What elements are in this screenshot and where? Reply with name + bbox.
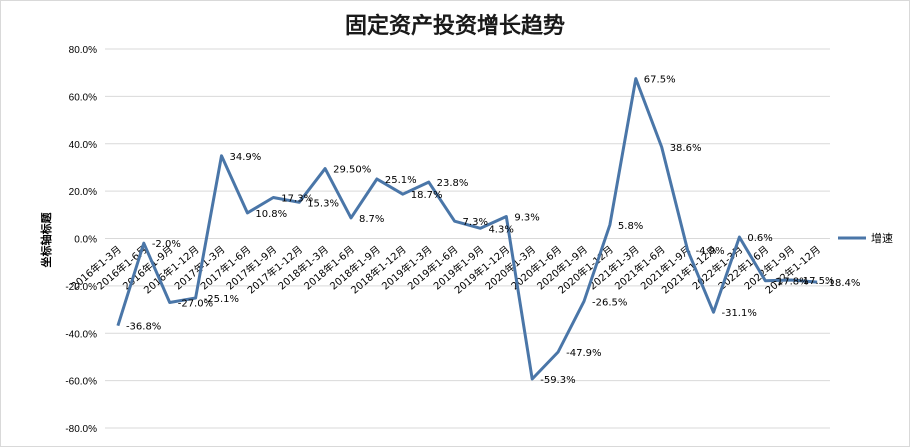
y-tick-label: 0.0% [74, 235, 97, 246]
y-tick-label: -40.0% [65, 329, 97, 340]
data-label: -31.1% [721, 308, 756, 319]
legend: 增速 [838, 231, 893, 245]
y-tick-label: 20.0% [69, 187, 97, 198]
data-label: -25.1% [204, 294, 239, 305]
y-tick-label: -20.0% [65, 282, 97, 293]
data-labels: -36.8% -2.0% -27.0%-25.1% 34.9% 10.8% 17.3%15… [126, 75, 860, 386]
y-tick-label: -60.0% [65, 377, 97, 388]
data-label: -4.9% [696, 246, 725, 257]
series-line-增速 [116, 77, 818, 381]
data-label: 4.3% [488, 224, 513, 235]
data-label: -27.0% [178, 298, 213, 309]
data-label: 17.3% [281, 194, 313, 205]
gridlines [105, 48, 830, 429]
data-label: 15.3% [307, 198, 339, 209]
data-label: -59.3% [540, 375, 575, 386]
data-label: 10.8% [255, 209, 287, 220]
chart-title: 固定资产投资增长趋势 [344, 13, 565, 39]
data-label: 34.9% [230, 152, 262, 163]
data-label: -17.5% [799, 276, 834, 287]
data-label: 38.6% [670, 143, 702, 154]
data-label: 25.1% [385, 175, 417, 186]
data-label: 8.7% [359, 214, 384, 225]
y-tick-label: -80.0% [65, 424, 97, 435]
data-label: 67.5% [644, 75, 676, 86]
data-label: -36.8% [126, 322, 161, 333]
data-label: 7.3% [463, 217, 488, 228]
data-label: -2.0% [152, 239, 181, 250]
data-label: -47.9% [566, 348, 601, 359]
data-label: -18.4% [825, 278, 860, 289]
data-label: -26.5% [592, 297, 627, 308]
data-label: 9.3% [514, 212, 539, 223]
y-axis-label: 坐标轴标题 [39, 212, 53, 268]
data-label: 18.7% [411, 190, 443, 201]
data-label: 23.8% [437, 178, 469, 189]
series-lines [116, 77, 818, 381]
y-tick-label: 60.0% [69, 92, 97, 103]
y-tick-labels: 80.0% 60.0% 40.0% 20.0% 0.0% -20.0% -40.0% -60.… [65, 45, 97, 435]
data-label: 5.8% [618, 221, 643, 232]
y-tick-label: 80.0% [69, 45, 97, 56]
legend-label: 增速 [871, 231, 893, 245]
data-label: 0.6% [747, 233, 772, 244]
data-label: 29.50% [333, 165, 371, 176]
y-tick-label: 40.0% [69, 140, 97, 151]
data-label: -17.8% [773, 277, 808, 288]
